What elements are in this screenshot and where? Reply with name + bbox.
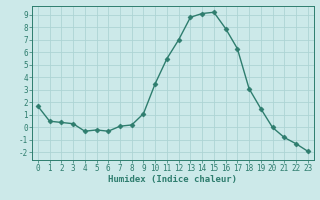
X-axis label: Humidex (Indice chaleur): Humidex (Indice chaleur) [108,175,237,184]
